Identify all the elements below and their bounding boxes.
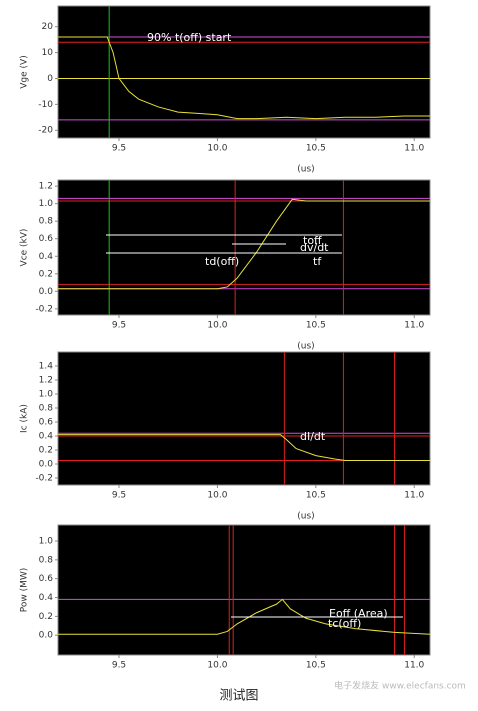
y-tick-label: 1.0: [39, 390, 54, 400]
annotation: td(off): [205, 255, 239, 268]
y-tick-label: 0.0: [39, 460, 54, 470]
y-tick-label: -10: [38, 100, 53, 110]
y-tick-label: 10: [42, 48, 54, 58]
x-tick-label: 10.0: [207, 144, 227, 154]
y-axis-label: Vce (kV): [20, 229, 30, 267]
x-tick-label: 9.5: [112, 491, 126, 501]
x-tick-label: 9.5: [112, 661, 126, 671]
plot-area: [57, 5, 431, 139]
annotation: dI/dt: [300, 430, 326, 443]
plot-area: [57, 179, 431, 316]
y-tick-label: 0.2: [39, 612, 53, 622]
y-tick-label: 1.0: [39, 537, 54, 547]
annotation: dv/dt: [300, 241, 329, 254]
trace: [58, 36, 430, 120]
x-axis-label: (us): [297, 342, 314, 352]
x-tick-label: 11.0: [404, 144, 424, 154]
x-tick-label: 10.5: [306, 661, 326, 671]
x-tick-label: 11.0: [404, 491, 424, 501]
y-tick-label: 0.2: [39, 446, 53, 456]
y-tick-label: 0.0: [39, 287, 54, 297]
y-tick-label: 0.8: [39, 404, 54, 414]
y-tick-label: 0.8: [39, 217, 54, 227]
x-tick-label: 10.5: [306, 144, 326, 154]
y-tick-label: 20: [42, 22, 54, 32]
y-tick-label: -0.2: [35, 474, 53, 484]
y-tick-label: 0: [47, 74, 53, 84]
y-tick-label: 0.4: [39, 252, 54, 262]
watermark: 电子发烧友 www.elecfans.com: [334, 680, 466, 692]
plot-area: [57, 524, 431, 656]
y-tick-label: 1.4: [39, 362, 54, 372]
y-axis-label: Ic (kA): [20, 404, 30, 433]
x-tick-label: 11.0: [404, 661, 424, 671]
y-tick-label: 1.2: [39, 376, 53, 386]
plot-area: [57, 351, 431, 486]
x-axis-label: (us): [297, 165, 314, 175]
annotation: 90% t(off) start: [147, 31, 232, 44]
panel: 9.5 10.0 10.5 11.0 1.4 1.2 1.0 0.8 0.6 0.4 0.2 0.0 -…: [20, 351, 431, 522]
y-tick-label: 0.4: [39, 593, 54, 603]
panel: 9.5 10.0 10.5 11.0 1.0 0.8 0.6 0.4 0.2 0.0 Pow (MW…: [20, 524, 431, 671]
annotation: tf: [313, 255, 322, 268]
annotation: tc(off): [328, 617, 361, 630]
y-tick-label: 1.2: [39, 182, 53, 192]
y-tick-label: 0.6: [39, 574, 54, 584]
y-tick-label: 0.6: [39, 234, 54, 244]
trace: [58, 198, 430, 290]
panel: 9.5 10.0 10.5 11.0 20 10 0 -10 -20 Vge (V) (us) 90%…: [20, 5, 431, 175]
x-tick-label: 9.5: [112, 321, 126, 331]
x-tick-label: 10.0: [207, 321, 227, 331]
x-tick-label: 11.0: [404, 321, 424, 331]
y-tick-label: -20: [38, 126, 53, 136]
y-tick-label: 0.0: [39, 631, 54, 641]
x-tick-label: 10.0: [207, 661, 227, 671]
x-tick-label: 10.0: [207, 491, 227, 501]
caption: 测试图: [219, 689, 258, 704]
panel: 9.5 10.0 10.5 11.0 1.2 1.0 0.8 0.6 0.4 0.2 0.0 -0.2…: [20, 179, 431, 352]
y-tick-label: 0.8: [39, 555, 54, 565]
x-tick-label: 9.5: [112, 144, 126, 154]
x-tick-label: 10.5: [306, 321, 326, 331]
y-tick-label: 0.6: [39, 418, 54, 428]
arrows: [106, 234, 403, 618]
y-tick-label: -0.2: [35, 304, 53, 314]
y-tick-label: 1.0: [39, 199, 54, 209]
annotation: toff: [303, 234, 322, 247]
trace: [58, 598, 431, 635]
x-axis-label: (us): [297, 512, 314, 522]
trace: [58, 434, 430, 461]
y-axis-label: Vge (V): [20, 55, 30, 88]
y-tick-label: 0.4: [39, 432, 54, 442]
x-tick-label: 10.5: [306, 491, 326, 501]
y-tick-label: 0.2: [39, 269, 53, 279]
y-axis-label: Pow (MW): [20, 568, 30, 613]
